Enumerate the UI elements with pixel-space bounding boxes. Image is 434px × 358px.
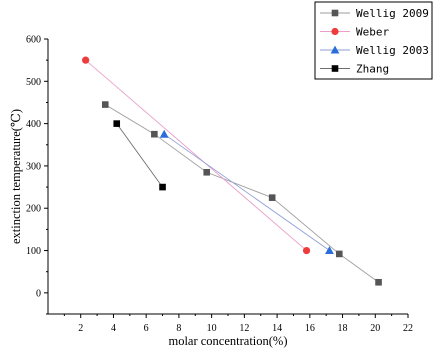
legend-item: Weber [320, 26, 389, 39]
data-point [113, 120, 121, 127]
x-tick-label: 8 [176, 323, 181, 334]
y-tick-label: 300 [26, 161, 41, 172]
x-tick-label: 12 [239, 323, 249, 334]
x-tick-label: 16 [305, 323, 315, 334]
x-axis-title: molar concentration(%) [168, 334, 287, 348]
data-point [159, 183, 166, 191]
x-tick-label: 10 [207, 323, 217, 334]
data-point [335, 250, 343, 258]
data-point [101, 101, 109, 108]
legend-label: Zhang [356, 63, 389, 76]
data-point [159, 129, 169, 138]
series-line [105, 104, 379, 283]
y-tick-label: 500 [26, 77, 41, 88]
x-tick-label: 4 [111, 323, 116, 334]
data-point [203, 168, 211, 176]
y-tick-label: 0 [36, 288, 41, 299]
data-point [268, 194, 276, 201]
series-2 [159, 129, 334, 255]
legend: Wellig 2009 Weber Wellig 2003 Zhang [314, 1, 433, 80]
series-layer [82, 56, 382, 286]
x-ticks: 2 4 6 8 10 12 14 16 18 20 22 [63, 314, 413, 334]
y-ticks: 0 100 200 300 400 500 600 [26, 35, 48, 315]
series-3 [113, 120, 166, 191]
y-tick-label: 600 [26, 35, 41, 46]
x-tick-label: 2 [78, 323, 83, 334]
x-tick-label: 18 [338, 323, 348, 334]
series-0 [101, 101, 382, 286]
y-axis-title: extinction temperature(℃) [9, 109, 23, 244]
legend-marker [331, 9, 339, 17]
legend-marker [330, 45, 340, 54]
series-line [85, 59, 307, 251]
legend-marker [331, 65, 339, 72]
x-tick-label: 22 [403, 323, 413, 334]
y-tick-label: 100 [26, 246, 41, 257]
series-line [116, 123, 163, 188]
data-point [82, 56, 90, 64]
legend-label: Weber [356, 26, 389, 39]
legend-label: Wellig 2009 [356, 7, 429, 20]
x-tick-label: 20 [370, 323, 380, 334]
legend-item: Wellig 2009 [320, 7, 429, 20]
axes-layer: 2 4 6 8 10 12 14 16 18 20 22 0 100 200 300 400 500 600 m… [9, 35, 413, 349]
legend-marker [331, 27, 339, 36]
x-tick-label: 6 [144, 323, 149, 334]
legend-item: Wellig 2003 [320, 44, 429, 57]
y-tick-label: 200 [26, 204, 41, 215]
legend-label: Wellig 2003 [356, 44, 429, 57]
x-tick-label: 14 [272, 323, 282, 334]
y-tick-label: 400 [26, 119, 41, 130]
data-point [151, 130, 158, 138]
series-line [163, 133, 330, 251]
legend-item: Zhang [320, 63, 389, 76]
data-point [302, 246, 311, 255]
data-point [375, 278, 382, 286]
series-1 [82, 56, 311, 255]
data-point [325, 246, 334, 255]
